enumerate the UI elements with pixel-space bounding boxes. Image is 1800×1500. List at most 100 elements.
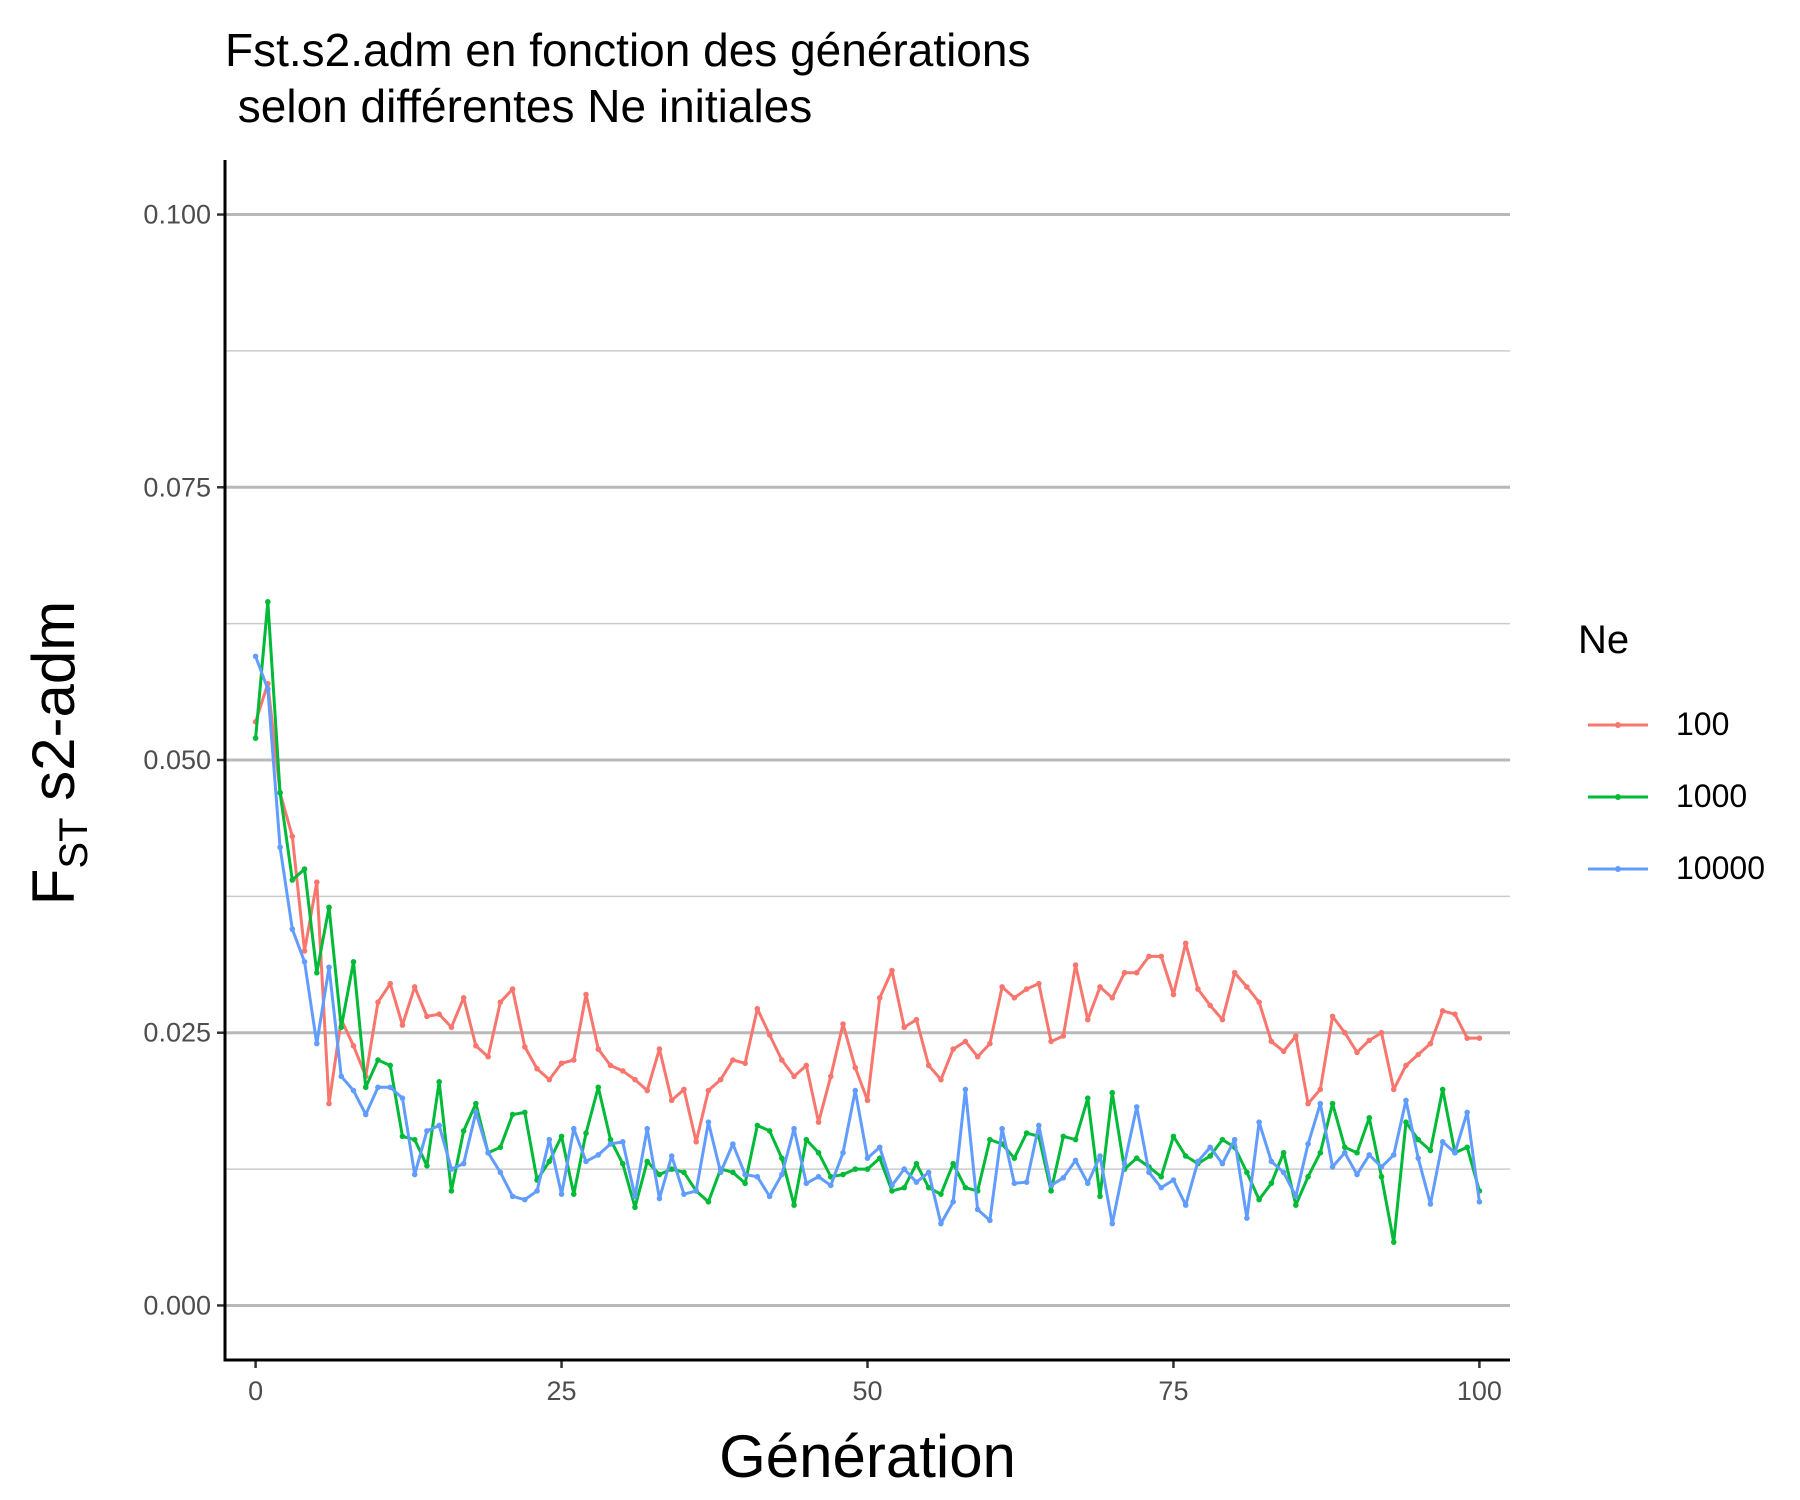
- data-point-10000: [289, 926, 296, 932]
- data-point-10000: [313, 1040, 320, 1047]
- data-point-10000: [717, 1169, 724, 1176]
- data-point-1000: [1280, 1149, 1287, 1156]
- data-point-100: [289, 833, 296, 840]
- data-point-100: [644, 1087, 651, 1094]
- data-point-10000: [681, 1191, 687, 1197]
- data-point-10000: [1011, 1180, 1018, 1187]
- data-point-10000: [1268, 1158, 1275, 1165]
- x-tick-label: 50: [852, 1376, 882, 1406]
- y-tick-label: 0.025: [143, 1018, 211, 1048]
- data-point-100: [387, 980, 394, 987]
- data-point-10000: [1293, 1193, 1299, 1200]
- data-point-10000: [362, 1111, 369, 1118]
- data-point-100: [730, 1057, 736, 1063]
- data-point-100: [791, 1073, 797, 1080]
- data-point-10000: [252, 653, 259, 660]
- data-point-100: [595, 1046, 602, 1052]
- data-point-1000: [1427, 1147, 1434, 1154]
- data-point-10000: [583, 1158, 589, 1165]
- data-point-1000: [1354, 1149, 1360, 1156]
- data-point-1000: [1219, 1136, 1226, 1143]
- data-point-10000: [815, 1173, 822, 1180]
- data-point-100: [681, 1086, 687, 1093]
- data-point-1000: [656, 1171, 663, 1178]
- data-point-100: [1231, 969, 1238, 976]
- data-point-1000: [1011, 1155, 1018, 1161]
- data-point-100: [522, 1044, 528, 1050]
- data-point-100: [840, 1021, 846, 1027]
- data-point-100: [558, 1060, 565, 1067]
- data-point-10000: [632, 1193, 638, 1200]
- data-point-10000: [595, 1152, 602, 1158]
- data-point-1000: [399, 1133, 406, 1140]
- data-point-100: [1195, 986, 1201, 992]
- data-point-10000: [1109, 1220, 1116, 1227]
- data-point-100: [1366, 1037, 1373, 1044]
- data-point-10000: [375, 1084, 381, 1091]
- data-point-10000: [791, 1125, 797, 1132]
- data-point-1000: [987, 1136, 993, 1143]
- data-point-100: [815, 1119, 822, 1125]
- data-point-100: [803, 1062, 810, 1069]
- data-point-1000: [779, 1155, 785, 1161]
- data-point-10000: [999, 1125, 1005, 1132]
- data-point-100: [1452, 1011, 1458, 1017]
- data-point-100: [779, 1057, 785, 1063]
- legend-label: 100: [1676, 706, 1730, 742]
- data-point-1000: [583, 1130, 589, 1136]
- data-point-1000: [1464, 1144, 1470, 1151]
- data-point-10000: [558, 1191, 565, 1197]
- data-point-10000: [1354, 1171, 1360, 1178]
- data-point-1000: [289, 877, 296, 883]
- data-point-100: [619, 1068, 626, 1074]
- data-point-10000: [1256, 1119, 1262, 1125]
- data-point-1000: [815, 1149, 822, 1156]
- chart-title: Fst.s2.adm en fonction des générations s…: [225, 24, 1031, 132]
- data-point-1000: [754, 1122, 761, 1129]
- series-line-1000: [254, 600, 1481, 1244]
- data-point-1000: [1048, 1188, 1054, 1194]
- data-point-100: [668, 1097, 675, 1104]
- data-point-10000: [803, 1180, 810, 1187]
- data-point-1000: [1109, 1089, 1116, 1096]
- data-point-10000: [754, 1173, 761, 1180]
- data-point-10000: [852, 1087, 859, 1094]
- x-tick-label: 75: [1158, 1376, 1188, 1406]
- data-point-100: [399, 1022, 406, 1028]
- data-point-1000: [1256, 1196, 1262, 1203]
- data-point-10000: [399, 1095, 406, 1101]
- data-point-10000: [1133, 1104, 1140, 1110]
- data-point-10000: [1060, 1175, 1067, 1181]
- data-point-1000: [350, 959, 357, 965]
- data-point-100: [938, 1076, 944, 1083]
- x-tick-label: 0: [248, 1376, 263, 1406]
- data-point-10000: [1219, 1160, 1226, 1167]
- data-point-10000: [889, 1182, 895, 1189]
- y-tick-label: 0.075: [143, 472, 211, 502]
- data-point-100: [1268, 1038, 1275, 1045]
- data-point-1000: [1133, 1155, 1140, 1161]
- data-point-10000: [607, 1141, 614, 1147]
- data-point-1000: [1084, 1095, 1091, 1101]
- x-axis-label: Génération: [719, 1423, 1016, 1490]
- data-point-10000: [546, 1136, 553, 1143]
- data-point-10000: [1464, 1109, 1470, 1116]
- data-point-10000: [1084, 1180, 1091, 1187]
- data-point-10000: [779, 1171, 785, 1178]
- data-point-10000: [448, 1166, 455, 1172]
- data-point-100: [1256, 999, 1262, 1005]
- data-point-100: [460, 995, 467, 1001]
- data-point-100: [509, 986, 516, 992]
- data-point-1000: [938, 1191, 944, 1197]
- data-point-100: [473, 1043, 479, 1049]
- data-point-1000: [668, 1166, 675, 1172]
- data-point-100: [301, 948, 308, 954]
- data-point-10000: [436, 1122, 442, 1129]
- data-point-10000: [1244, 1215, 1250, 1221]
- data-point-10000: [987, 1217, 993, 1224]
- data-point-1000: [705, 1199, 712, 1205]
- y-tick-label: 0.100: [143, 200, 211, 230]
- data-point-100: [1329, 1013, 1336, 1020]
- data-point-1000: [546, 1158, 553, 1165]
- data-point-1000: [925, 1184, 932, 1191]
